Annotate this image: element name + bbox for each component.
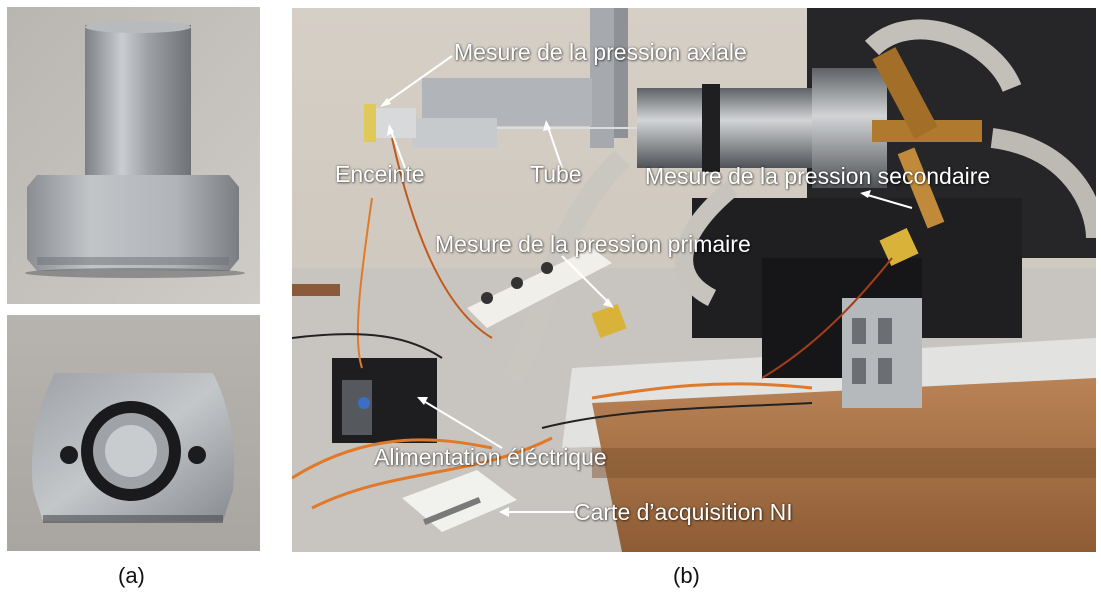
caption-b: (b)	[673, 563, 700, 588]
label-enceinte: Enceinte	[335, 161, 425, 187]
label-tube: Tube	[530, 161, 582, 187]
caption-a: (a)	[118, 563, 145, 588]
part-front-view-photo	[7, 315, 260, 551]
label-secondary-pressure: Mesure de la pression secondaire	[645, 163, 991, 189]
label-primary-pressure: Mesure de la pression primaire	[435, 231, 751, 257]
part-side-view-photo	[7, 7, 260, 304]
experimental-setup-photo: Mesure de la pression axiale Enceinte Tu…	[292, 8, 1096, 552]
label-axial-pressure: Mesure de la pression axiale	[454, 39, 747, 65]
label-ni-acquisition-card: Carte d’acquisition NI	[574, 499, 793, 525]
label-power-supply: Alimentation éléctrique	[374, 444, 607, 470]
